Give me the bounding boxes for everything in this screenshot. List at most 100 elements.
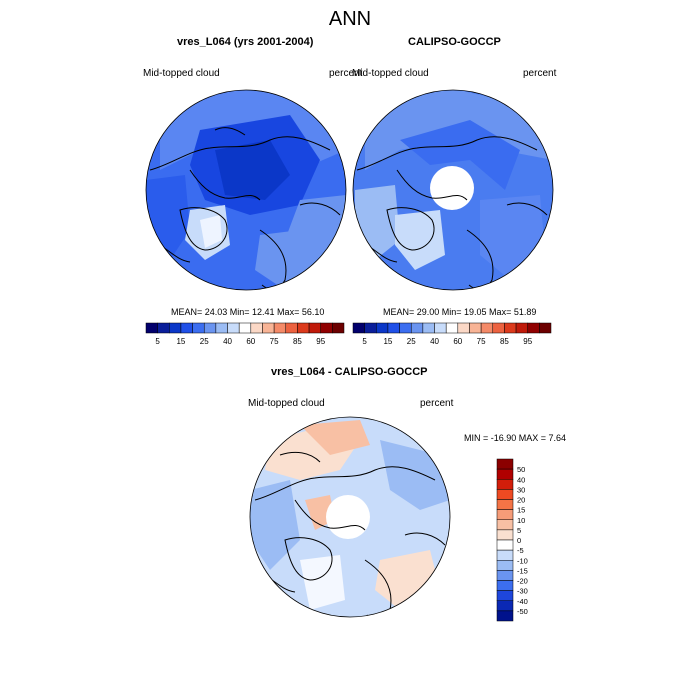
colorbar-panel1: 5 15 25 40 60 75 85 95 (145, 322, 345, 346)
colorbar-tick-label: 25 (407, 337, 416, 346)
colorbar-tick-label: 40 (430, 337, 439, 346)
colorbar-tick-label: 60 (453, 337, 462, 346)
colorbar-swatch (527, 322, 540, 334)
colorbar-tick-label: -10 (517, 556, 528, 565)
panel1-units-label: percent (329, 68, 363, 79)
colorbar-tick-label: 85 (293, 337, 302, 346)
colorbar-swatch (227, 322, 240, 334)
colorbar-tick-label: 20 (517, 496, 525, 505)
colorbar-swatch (496, 539, 514, 551)
colorbar-swatch (180, 322, 193, 334)
panel2-stats: MEAN= 29.00 Min= 19.05 Max= 51.89 (383, 307, 537, 317)
colorbar-tick-label: 15 (517, 506, 525, 515)
colorbar-swatch (215, 322, 228, 334)
colorbar-swatch (496, 489, 514, 500)
colorbar-tick-label: 50 (517, 465, 525, 474)
colorbar-tick-label: 15 (383, 337, 392, 346)
colorbar-swatch (496, 610, 514, 622)
colorbar-swatch (308, 322, 321, 334)
colorbar-swatch (496, 468, 514, 480)
colorbar-swatch (169, 322, 182, 334)
colorbar-swatch (376, 322, 389, 334)
colorbar-swatch (445, 322, 459, 334)
colorbar-swatch (469, 322, 482, 334)
colorbar-tick-label: 40 (517, 475, 525, 484)
colorbar-tick-label: 60 (246, 337, 255, 346)
panel3-variable-label: Mid-topped cloud (248, 398, 325, 409)
colorbar-swatch (320, 322, 333, 334)
colorbar-tick-label: 5 (517, 526, 521, 535)
colorbar-swatch (285, 322, 298, 334)
colorbar-swatch (332, 322, 345, 334)
colorbar-swatch (504, 322, 517, 334)
colorbar-swatch (352, 322, 365, 334)
panel2-units-label: percent (523, 68, 557, 79)
colorbar-tick-label: -50 (517, 607, 528, 616)
figure-title: ANN (328, 8, 372, 30)
colorbar-tick-label: 5 (155, 337, 160, 346)
colorbar-swatch (387, 322, 400, 334)
colorbar-swatch (496, 519, 514, 531)
colorbar-swatch (192, 322, 205, 334)
colorbar-tick-label: 40 (223, 337, 232, 346)
colorbar-swatch (145, 322, 158, 334)
colorbar-swatch (480, 322, 494, 334)
panel3-title: vres_L064 - CALIPSO-GOCCP (271, 366, 428, 378)
colorbar-tick-label: 0 (517, 536, 521, 545)
colorbar-tick-label: 85 (500, 337, 509, 346)
colorbar-swatch (496, 549, 514, 561)
colorbar-tick-label: 95 (316, 337, 325, 346)
colorbar-swatch (434, 322, 447, 334)
colorbar-swatch (496, 560, 514, 571)
colorbar-swatch (492, 322, 505, 334)
colorbar-tick-label: -20 (517, 577, 528, 586)
colorbar-swatch (238, 322, 252, 334)
colorbar-tick-label: 75 (477, 337, 486, 346)
panel1-variable-label: Mid-topped cloud (143, 68, 220, 79)
colorbar-swatch (496, 570, 514, 581)
colorbar-tick-label: 15 (176, 337, 185, 346)
panel3-units-label: percent (420, 398, 454, 409)
colorbar-tick-label: 30 (517, 485, 525, 494)
map-panel1 (145, 89, 347, 291)
colorbar-swatch (273, 322, 287, 334)
colorbar-tick-label: -5 (517, 546, 524, 555)
colorbar-swatch (364, 322, 377, 334)
panel1-title: vres_L064 (yrs 2001-2004) (177, 36, 314, 48)
colorbar-swatch (250, 322, 263, 334)
colorbar-swatch (496, 600, 514, 612)
panel1-stats: MEAN= 24.03 Min= 12.41 Max= 56.10 (171, 307, 325, 317)
map-panel3 (249, 416, 451, 618)
panel2-title: CALIPSO-GOCCP (408, 36, 501, 48)
colorbar-swatch (515, 322, 528, 334)
colorbar-swatch (157, 322, 170, 334)
colorbar-swatch (496, 499, 514, 510)
colorbar-swatch (496, 458, 514, 470)
colorbar-swatch (203, 322, 217, 334)
colorbar-swatch (297, 322, 310, 334)
colorbar-swatch (496, 509, 514, 520)
colorbar-tick-label: -40 (517, 597, 528, 606)
colorbar-tick-label: 5 (362, 337, 367, 346)
panel2-variable-label: Mid-topped cloud (352, 68, 429, 79)
colorbar-tick-label: 25 (200, 337, 209, 346)
panel3-stats: MIN = -16.90 MAX = 7.64 (464, 433, 567, 443)
map-panel2 (352, 89, 554, 291)
colorbar-swatch (539, 322, 552, 334)
colorbar-tick-label: -30 (517, 587, 528, 596)
colorbar-panel2: 5 15 25 40 60 75 85 95 (352, 322, 552, 346)
colorbar-swatch (496, 580, 514, 591)
colorbar-swatch (496, 479, 514, 490)
colorbar-swatch (262, 322, 275, 334)
colorbar-swatch (496, 529, 514, 541)
colorbar-tick-label: 10 (517, 516, 525, 525)
colorbar-tick-label: 75 (270, 337, 279, 346)
colorbar-swatch (457, 322, 470, 334)
colorbar-swatch (399, 322, 412, 334)
colorbar-tick-label: -15 (517, 566, 528, 575)
colorbar-swatch (496, 590, 514, 601)
colorbar-swatch (410, 322, 424, 334)
colorbar-swatch (422, 322, 435, 334)
